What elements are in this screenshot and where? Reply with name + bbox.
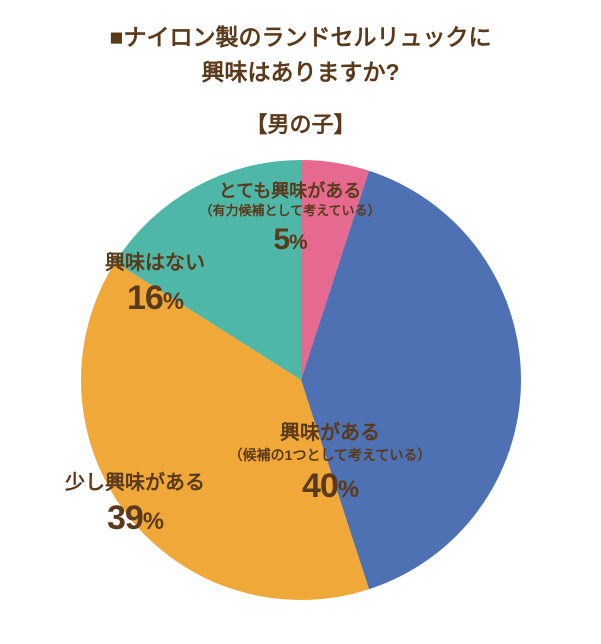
slice-label-pct: 5% bbox=[200, 220, 381, 259]
slice-label-little_interested: 少し興味がある39% bbox=[65, 470, 205, 540]
chart-title: ■ナイロン製のランドセルリュックに 興味はありますか? bbox=[0, 0, 601, 89]
title-line1: ■ナイロン製のランドセルリュックに bbox=[110, 24, 492, 50]
slice-label-sub: （有力候補として考えている） bbox=[200, 203, 381, 220]
slice-label-main: とても興味がある bbox=[200, 180, 381, 203]
slice-label-pct: 40% bbox=[229, 464, 432, 508]
slice-label-interested: 興味がある（候補の1つとして考えている）40% bbox=[229, 420, 432, 508]
chart-subtitle: 【男の子】 bbox=[0, 107, 601, 139]
slice-label-main: 興味はない bbox=[105, 250, 205, 276]
slice-label-pct: 16% bbox=[105, 276, 205, 320]
slice-label-very_interested: とても興味がある（有力候補として考えている）5% bbox=[200, 180, 381, 259]
slice-label-main: 興味がある bbox=[229, 420, 432, 446]
slice-label-sub: （候補の1つとして考えている） bbox=[229, 446, 432, 464]
slice-label-main: 少し興味がある bbox=[65, 470, 205, 496]
slice-label-pct: 39% bbox=[65, 496, 205, 540]
slice-label-not_interested: 興味はない16% bbox=[105, 250, 205, 320]
title-line2: 興味はありますか? bbox=[201, 59, 399, 85]
